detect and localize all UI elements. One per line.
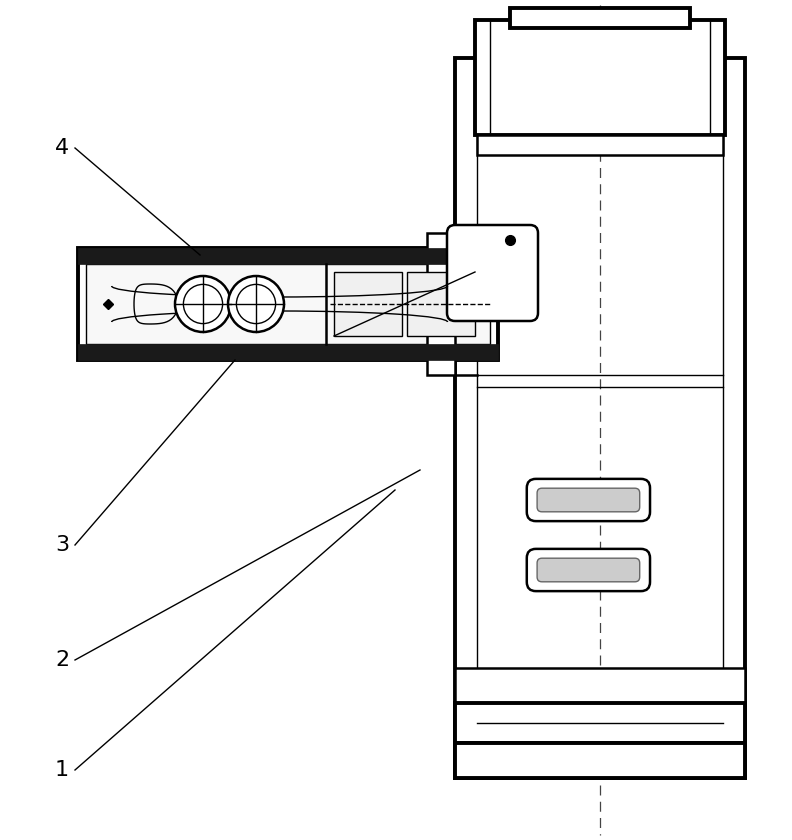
Bar (78, 344, 498, 360)
Bar (407, 272, 475, 336)
Bar (455, 58, 745, 778)
Circle shape (228, 276, 284, 332)
Circle shape (175, 276, 231, 332)
Bar (86, 264, 490, 344)
Bar (334, 272, 402, 336)
Bar (510, 8, 690, 28)
FancyBboxPatch shape (527, 479, 650, 521)
Text: 1: 1 (55, 760, 69, 780)
Text: 4: 4 (55, 138, 69, 158)
Bar (477, 135, 723, 155)
Bar (78, 248, 498, 264)
FancyBboxPatch shape (527, 549, 650, 591)
Bar (78, 248, 498, 360)
FancyBboxPatch shape (537, 559, 640, 582)
Bar (475, 20, 725, 135)
FancyBboxPatch shape (447, 225, 538, 321)
Bar (455, 703, 745, 743)
Text: 2: 2 (55, 650, 69, 670)
Text: 3: 3 (55, 535, 69, 555)
Bar (427, 233, 455, 375)
Bar (455, 743, 745, 778)
Bar (455, 668, 745, 703)
FancyBboxPatch shape (537, 488, 640, 512)
